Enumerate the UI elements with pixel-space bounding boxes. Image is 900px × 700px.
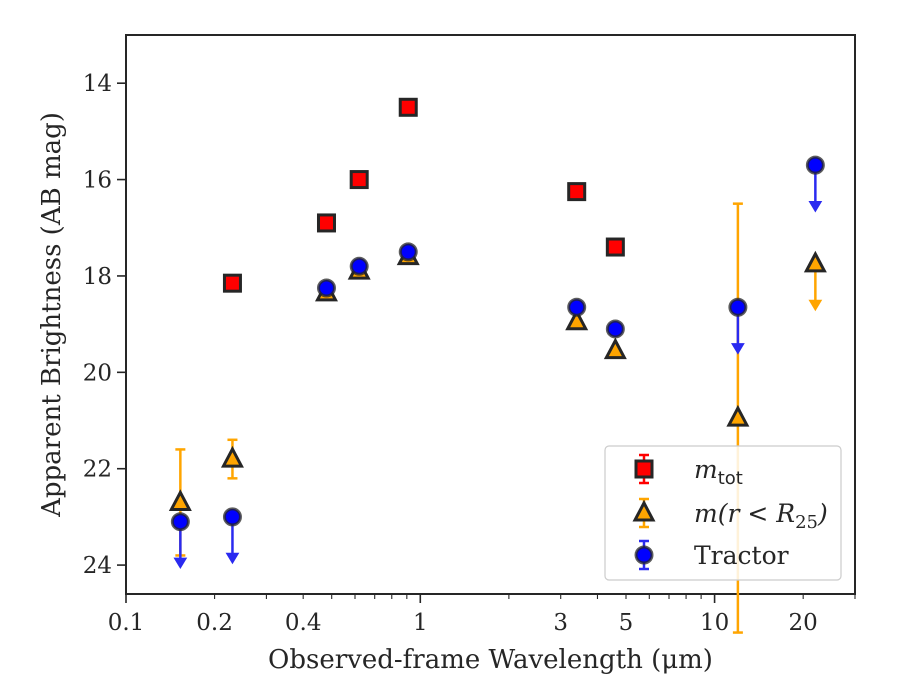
data-point-circle (605, 319, 625, 339)
x-tick-label: 0.1 (108, 610, 145, 636)
data-point-triangle (603, 337, 627, 360)
upper-limit-arrow (731, 343, 745, 355)
x-tick-label: 20 (789, 610, 818, 636)
data-point-square (398, 97, 418, 117)
data-point-circle (222, 507, 242, 527)
y-axis: 14 16 18 20 22 24 (83, 71, 126, 579)
y-tick-label: 20 (83, 360, 112, 386)
data-point-square (605, 237, 625, 257)
x-tick-label: 10 (700, 610, 729, 636)
data-point-circle (349, 256, 369, 276)
data-point-square (316, 213, 336, 233)
data-point-square (567, 182, 587, 202)
legend: mtot m(r < R25) Tractor (604, 445, 842, 581)
x-tick-label: 5 (619, 610, 634, 636)
x-tick-label: 1 (413, 610, 428, 636)
x-tick-label: 3 (553, 610, 568, 636)
data-point-circle (398, 242, 418, 262)
data-point-circle (728, 297, 748, 317)
upper-limit-arrow (225, 552, 240, 565)
data-marks (168, 97, 827, 634)
y-tick-label: 18 (83, 264, 112, 290)
upper-limit-arrow (808, 200, 823, 213)
data-point-square (349, 170, 369, 190)
y-tick-label: 22 (83, 457, 112, 483)
series-square (222, 97, 625, 293)
legend-marker-circle (634, 545, 654, 565)
legend-marker-triangle (632, 499, 656, 522)
plot-frame (125, 34, 856, 595)
legend-label: mtot (694, 455, 743, 489)
data-point-triangle (168, 489, 192, 511)
x-tick-label: 0.2 (196, 610, 233, 636)
series-circle (170, 155, 825, 570)
x-axis-label: Observed-frame Wavelength (μm) (268, 645, 713, 675)
y-axis-label: Apparent Brightness (AB mag) (37, 112, 67, 518)
y-tick-label: 16 (83, 168, 112, 194)
legend-marker-square (634, 459, 654, 479)
upper-limit-arrow (808, 299, 823, 312)
y-tick-label: 14 (83, 71, 112, 97)
upper-limit-arrow (173, 557, 188, 570)
legend-label: m(r < R25) (694, 499, 828, 533)
legend-box (604, 445, 842, 581)
data-point-square (222, 273, 242, 293)
data-point-triangle (726, 404, 750, 427)
x-tick-label: 0.4 (285, 610, 322, 636)
y-tick-label: 24 (83, 553, 112, 579)
data-point-triangle (220, 445, 244, 468)
data-point-circle (316, 278, 336, 298)
data-point-circle (567, 297, 587, 317)
data-point-circle (170, 512, 190, 532)
data-point-circle (805, 155, 825, 175)
data-point-triangle (565, 308, 589, 331)
data-point-triangle (803, 250, 827, 273)
legend-label: Tractor (694, 541, 789, 570)
x-axis: 0.1 0.2 0.4 1 3 5 10 20 (108, 594, 856, 636)
